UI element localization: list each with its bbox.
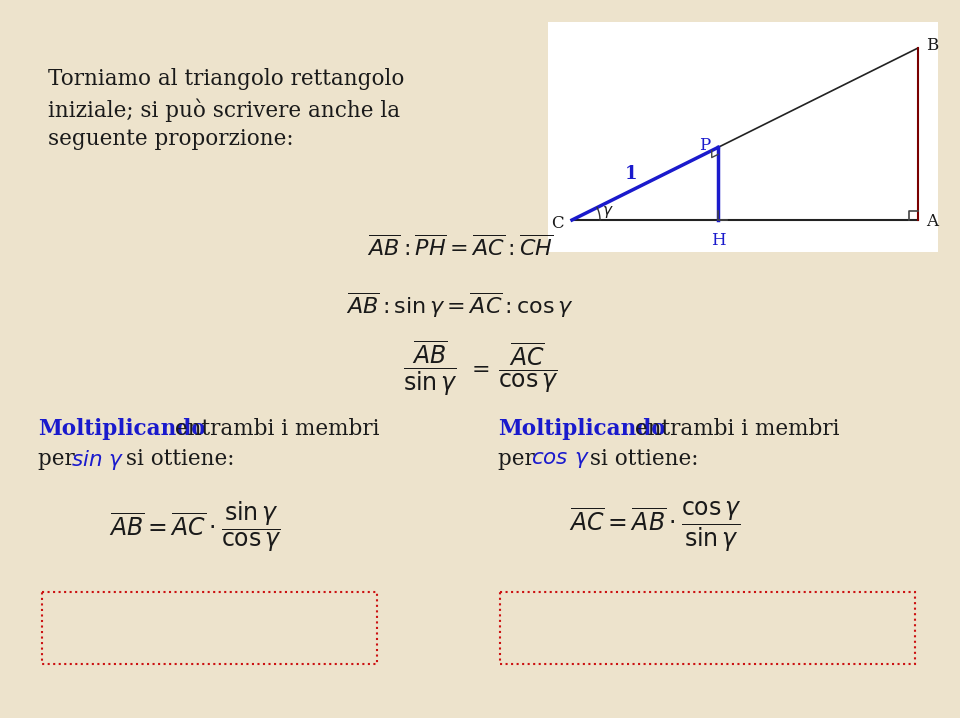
Text: Moltiplicando: Moltiplicando (498, 418, 665, 440)
Text: $\it{cos}\ \gamma$: $\it{cos}\ \gamma$ (531, 448, 589, 470)
Text: P: P (699, 137, 710, 154)
Text: Moltiplicando: Moltiplicando (38, 418, 205, 440)
Text: A: A (926, 213, 938, 230)
FancyBboxPatch shape (500, 592, 915, 664)
Text: Torniamo al triangolo rettangolo: Torniamo al triangolo rettangolo (48, 68, 404, 90)
Text: entrambi i membri: entrambi i membri (628, 418, 839, 440)
Text: $\overline{AC} = \overline{AB} \cdot \dfrac{\cos\gamma}{\sin\gamma}$: $\overline{AC} = \overline{AB} \cdot \df… (568, 500, 741, 554)
Text: iniziale; si può scrivere anche la: iniziale; si può scrivere anche la (48, 98, 400, 121)
Text: B: B (926, 37, 938, 55)
Text: $\overline{AB} = \overline{AC} \cdot \dfrac{\sin\gamma}{\cos\gamma}$: $\overline{AB} = \overline{AC} \cdot \df… (108, 500, 281, 554)
Text: H: H (710, 232, 726, 249)
Text: si ottiene:: si ottiene: (583, 448, 699, 470)
Text: $\dfrac{\overline{AC}}{\cos\gamma}$: $\dfrac{\overline{AC}}{\cos\gamma}$ (497, 341, 559, 395)
FancyBboxPatch shape (42, 592, 377, 664)
Text: $\overline{AB} = \overline{AC} \cdot \tan\gamma$: $\overline{AB} = \overline{AC} \cdot \ta… (114, 610, 305, 646)
Text: si ottiene:: si ottiene: (119, 448, 234, 470)
Text: $\dfrac{\overline{AB}}{\sin\gamma}$: $\dfrac{\overline{AB}}{\sin\gamma}$ (402, 338, 457, 398)
Text: per: per (38, 448, 82, 470)
Text: C: C (551, 215, 564, 233)
Text: $\gamma$: $\gamma$ (602, 204, 613, 220)
Text: 1: 1 (625, 164, 637, 182)
Text: entrambi i membri: entrambi i membri (168, 418, 379, 440)
Text: $\overline{AC} = \overline{AB} \cdot \cot\gamma$: $\overline{AC} = \overline{AB} \cdot \co… (613, 610, 803, 646)
Text: $\overline{AB} : \overline{PH} = \overline{AC} : \overline{CH}$: $\overline{AB} : \overline{PH} = \overli… (367, 236, 553, 261)
Text: $=$: $=$ (467, 357, 490, 379)
Text: per: per (498, 448, 541, 470)
Text: $\it{sin}\ \gamma$: $\it{sin}\ \gamma$ (71, 448, 125, 472)
Text: seguente proporzione:: seguente proporzione: (48, 128, 294, 150)
Text: $\overline{AB} : \sin\gamma = \overline{AC} : \cos\gamma$: $\overline{AB} : \sin\gamma = \overline{… (346, 290, 574, 320)
FancyBboxPatch shape (548, 22, 938, 252)
